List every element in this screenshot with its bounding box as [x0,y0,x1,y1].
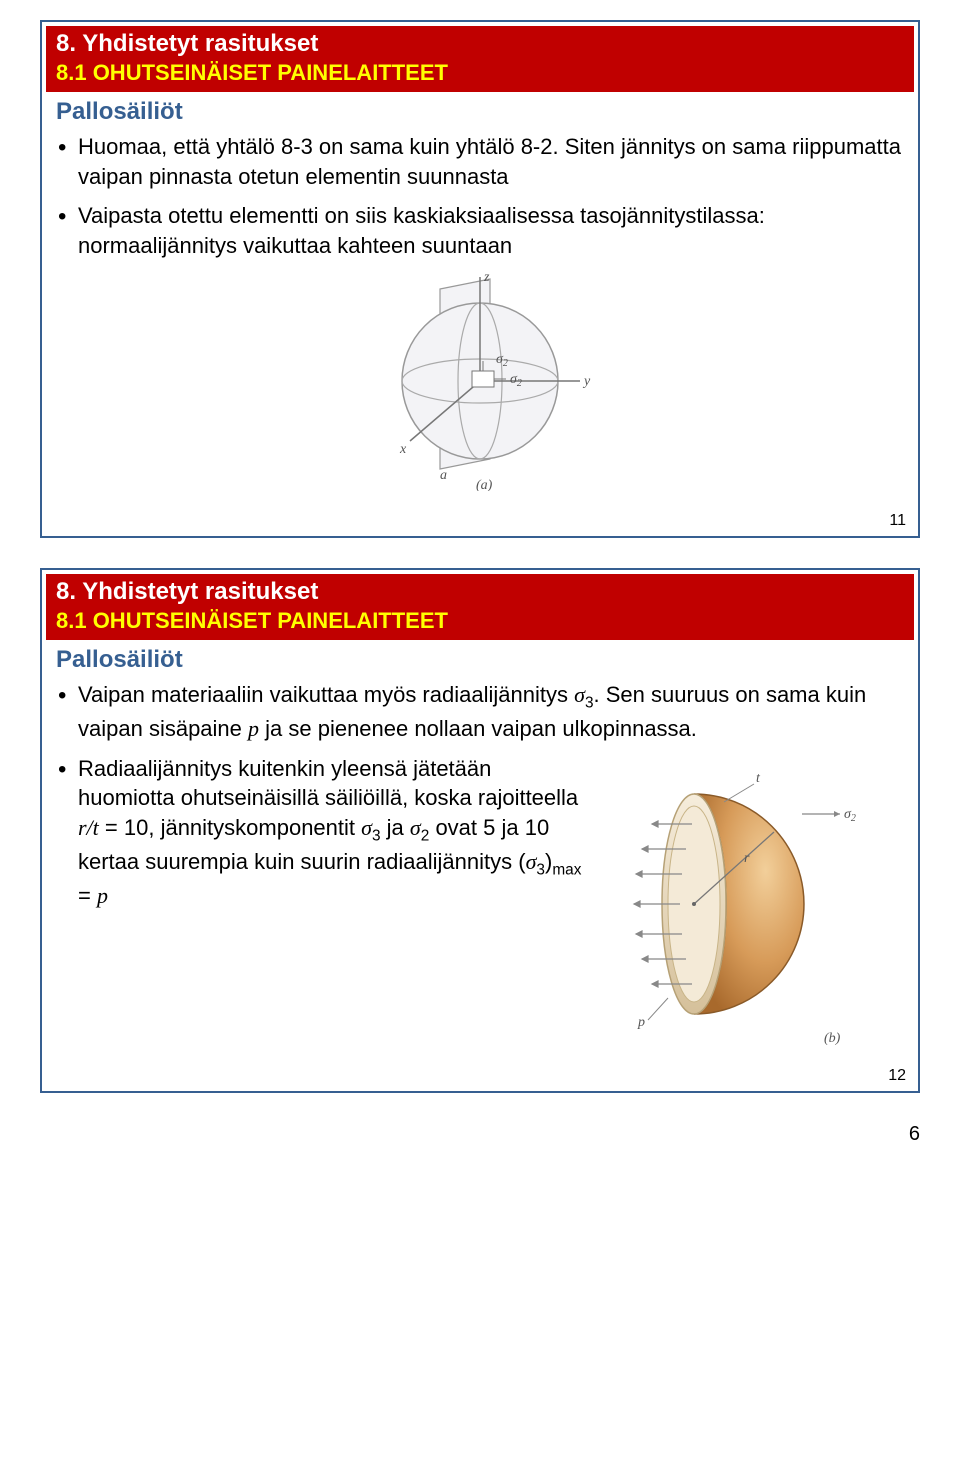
figure-caption: (a) [476,478,493,491]
svg-text:p: p [637,1015,645,1030]
chapter-label: 8. Yhdistetyt rasitukset [56,578,904,606]
slide-title: Pallosäiliöt [56,98,906,126]
bullet-item: Vaipasta otettu elementti on siis kaskia… [56,201,904,260]
label-a: a [440,468,447,483]
bullet-item: Vaipan materiaaliin vaikuttaa myös radia… [56,680,904,744]
hemisphere-diagram-icon: r t σ2 p (b) [604,754,904,1054]
svg-text:σ2: σ2 [844,807,856,824]
section-label: 8.1 OHUTSEINÄISET PAINELAITTEET [56,608,904,634]
figure-caption: (b) [824,1031,841,1046]
slide-header: 8. Yhdistetyt rasitukset 8.1 OHUTSEINÄIS… [46,574,914,640]
slide-content: Huomaa, että yhtälö 8-3 on sama kuin yht… [56,132,904,261]
figure-hemisphere: r t σ2 p (b) [604,754,904,1062]
slide-title: Pallosäiliöt [56,646,906,674]
axis-z-label: z [483,271,490,285]
svg-text:t: t [756,771,761,786]
chapter-label: 8. Yhdistetyt rasitukset [56,30,904,58]
document-page-number: 6 [0,1123,920,1146]
slide-11: 8. Yhdistetyt rasitukset 8.1 OHUTSEINÄIS… [40,20,920,538]
slide-page-number: 12 [888,1067,906,1085]
bullet-item: Radiaalijännitys kuitenkin yleensä jätet… [56,754,590,911]
axis-y-label: y [582,374,591,389]
slide-header: 8. Yhdistetyt rasitukset 8.1 OHUTSEINÄIS… [46,26,914,92]
svg-text:r: r [744,851,750,866]
figure-sphere: z y x σ2 σ2 a (a) [42,271,918,496]
slide-page-number: 11 [889,512,906,530]
sphere-diagram-icon: z y x σ2 σ2 a (a) [350,271,610,491]
slide-content: Vaipan materiaaliin vaikuttaa myös radia… [56,680,904,1062]
section-label: 8.1 OHUTSEINÄISET PAINELAITTEET [56,60,904,86]
axis-x-label: x [399,442,407,457]
slide-12: 8. Yhdistetyt rasitukset 8.1 OHUTSEINÄIS… [40,568,920,1094]
bullet-item: Huomaa, että yhtälö 8-3 on sama kuin yht… [56,132,904,191]
